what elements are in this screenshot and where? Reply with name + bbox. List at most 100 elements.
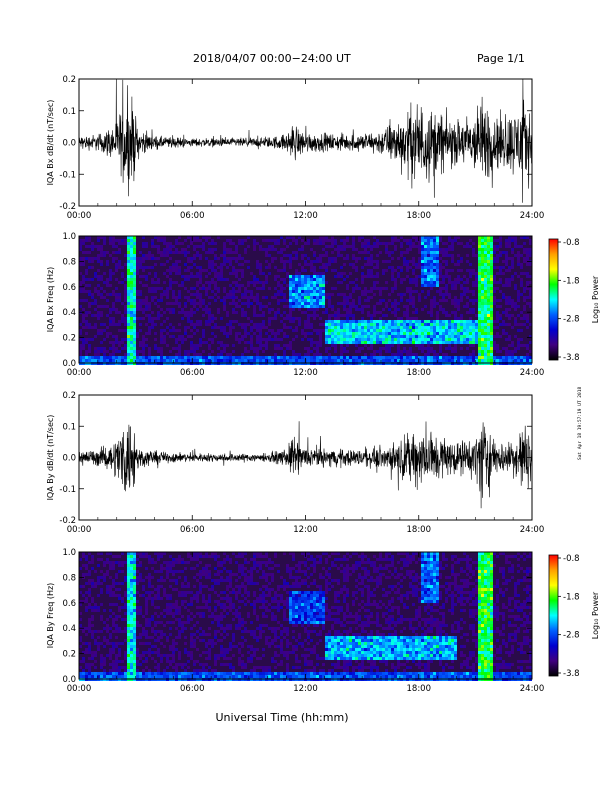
spectrogram-cell [367, 290, 370, 293]
spectrogram-cell [463, 332, 466, 335]
spectrogram-cell [313, 308, 316, 311]
spectrogram-cell [196, 245, 199, 248]
spectrogram-cell [442, 326, 445, 329]
spectrogram-cell [115, 347, 118, 350]
spectrogram-cell [148, 558, 151, 561]
spectrogram-cell [220, 272, 223, 275]
spectrogram-cell [325, 350, 328, 353]
spectrogram-cell [100, 672, 103, 675]
spectrogram-cell [214, 669, 217, 672]
spectrogram-cell [274, 335, 277, 338]
spectrogram-cell [187, 350, 190, 353]
spectrogram-cell [313, 260, 316, 263]
spectrogram-cell [502, 320, 505, 323]
spectrogram-cell [313, 317, 316, 320]
spectrogram-cell [250, 296, 253, 299]
spectrogram-cell [487, 305, 490, 308]
spectrogram-cell [187, 615, 190, 618]
spectrogram-cell [91, 293, 94, 296]
spectrogram-cell [475, 338, 478, 341]
spectrogram-cell [85, 257, 88, 260]
spectrogram-cell [511, 251, 514, 254]
spectrogram-cell [391, 356, 394, 359]
spectrogram-cell [85, 332, 88, 335]
spectrogram-cell [517, 257, 520, 260]
spectrogram-cell [340, 326, 343, 329]
spectrogram-cell [202, 633, 205, 636]
spectrogram-cell [157, 639, 160, 642]
spectrogram-cell [439, 308, 442, 311]
spectrogram-cell [316, 332, 319, 335]
spectrogram-cell [514, 323, 517, 326]
spectrogram-cell [115, 311, 118, 314]
spectrogram-cell [505, 251, 508, 254]
spectrogram-cell [127, 311, 130, 314]
spectrogram-cell [370, 245, 373, 248]
spectrogram-cell [361, 317, 364, 320]
spectrogram-cell [376, 245, 379, 248]
spectrogram-cell [97, 552, 100, 555]
spectrogram-cell [88, 350, 91, 353]
spectrogram-cell [133, 654, 136, 657]
spectrogram-cell [502, 251, 505, 254]
spectrogram-cell [385, 248, 388, 251]
spectrogram-cell [418, 344, 421, 347]
spectrogram-cell [268, 302, 271, 305]
spectrogram-cell [160, 356, 163, 359]
spectrogram-cell [88, 618, 91, 621]
spectrogram-cell [151, 290, 154, 293]
spectrogram-cell [523, 308, 526, 311]
spectrogram-cell [343, 248, 346, 251]
spectrogram-cell [205, 672, 208, 675]
spectrogram-cell [439, 290, 442, 293]
spectrogram-cell [223, 359, 226, 362]
spectrogram-cell [208, 666, 211, 669]
spectrogram-cell [403, 335, 406, 338]
spectrogram-cell [145, 612, 148, 615]
spectrogram-cell [223, 326, 226, 329]
x-tick-label: 00:00 [67, 211, 92, 221]
spectrogram-cell [430, 284, 433, 287]
spectrogram-cell [178, 636, 181, 639]
spectrogram-cell [88, 344, 91, 347]
spectrogram-cell [487, 254, 490, 257]
spectrogram-cell [367, 335, 370, 338]
spectrogram-cell [94, 651, 97, 654]
spectrogram-cell [316, 308, 319, 311]
spectrogram-cell [355, 341, 358, 344]
spectrogram-cell [88, 627, 91, 630]
spectrogram-cell [502, 332, 505, 335]
spectrogram-cell [133, 564, 136, 567]
spectrogram-cell [451, 338, 454, 341]
spectrogram-cell [316, 257, 319, 260]
spectrogram-cell [265, 338, 268, 341]
spectrogram-cell [172, 645, 175, 648]
spectrogram-cell [130, 609, 133, 612]
spectrogram-cell [406, 308, 409, 311]
spectrogram-cell [166, 275, 169, 278]
spectrogram-cell [196, 239, 199, 242]
spectrogram-cell [85, 582, 88, 585]
spectrogram-cell [133, 585, 136, 588]
spectrogram-cell [529, 356, 532, 359]
spectrogram-cell [193, 239, 196, 242]
spectrogram-cell [262, 350, 265, 353]
spectrogram-cell [367, 251, 370, 254]
spectrogram-cell [478, 242, 481, 245]
spectrogram-cell [106, 350, 109, 353]
spectrogram-cell [343, 302, 346, 305]
spectrogram-cell [403, 293, 406, 296]
spectrogram-cell [226, 323, 229, 326]
spectrogram-cell [352, 323, 355, 326]
spectrogram-cell [433, 281, 436, 284]
spectrogram-cell [409, 260, 412, 263]
spectrogram-cell [250, 341, 253, 344]
spectrogram-cell [139, 675, 142, 678]
spectrogram-cell [340, 332, 343, 335]
spectrogram-cell [505, 338, 508, 341]
spectrogram-cell [145, 675, 148, 678]
spectrogram-cell [205, 600, 208, 603]
spectrogram-cell [190, 627, 193, 630]
spectrogram-cell [439, 275, 442, 278]
spectrogram-cell [319, 257, 322, 260]
